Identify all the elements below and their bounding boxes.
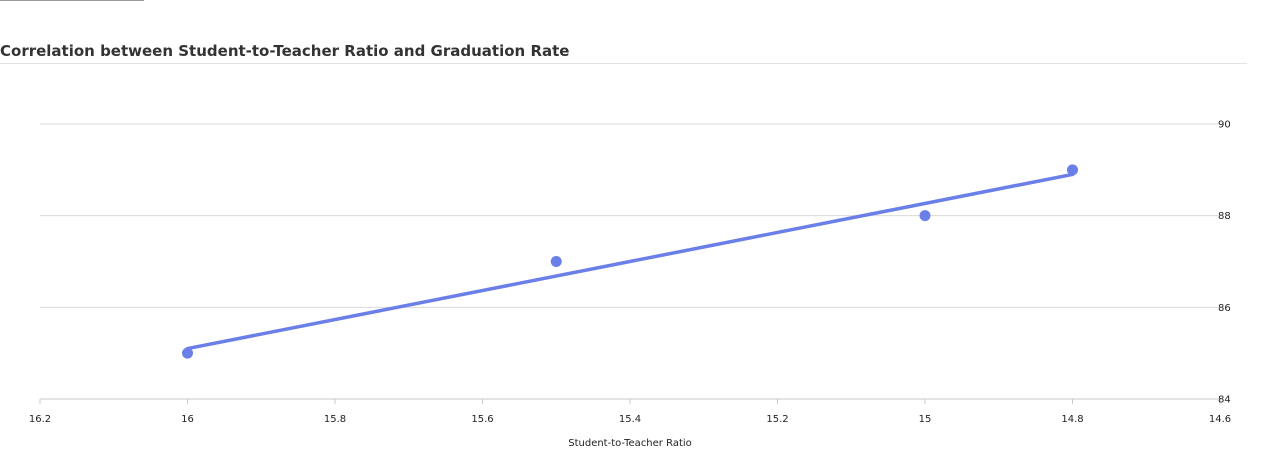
x-tick-label: 15.6	[471, 414, 493, 425]
x-tick-label: 16.2	[29, 414, 51, 425]
data-point	[182, 347, 193, 359]
data-point	[550, 256, 562, 267]
x-tick-label: 14.8	[1061, 414, 1083, 425]
x-tick-label: 15.8	[324, 414, 346, 425]
top-divider	[0, 0, 144, 1]
x-axis-label: Student-to-Teacher Ratio	[568, 438, 692, 449]
x-tick-label: 14.6	[1209, 414, 1231, 425]
trendline-layer	[185, 172, 1075, 351]
y-tick-label: 88	[1218, 211, 1231, 222]
title-divider	[0, 63, 1247, 64]
chart-title: Correlation between Student-to-Teacher R…	[0, 42, 570, 60]
x-tick-label: 15.4	[619, 414, 641, 425]
trendline	[185, 172, 1075, 351]
x-tick-label: 15.2	[766, 414, 788, 425]
data-point	[919, 210, 931, 222]
y-tick-label: 90	[1218, 120, 1231, 131]
tick-labels: 84 86 88 90 16.2 16 15.8 15.6 15.4 15.2 15 14.8 14.6	[29, 120, 1231, 426]
x-axis	[39, 399, 1221, 404]
gridlines	[40, 123, 1220, 400]
data-point	[1067, 164, 1078, 176]
x-tick-label: 16	[181, 414, 194, 425]
y-tick-label: 86	[1218, 303, 1231, 314]
data-points	[182, 164, 1078, 359]
y-tick-label: 84	[1218, 395, 1231, 406]
x-tick-label: 15	[919, 414, 932, 425]
